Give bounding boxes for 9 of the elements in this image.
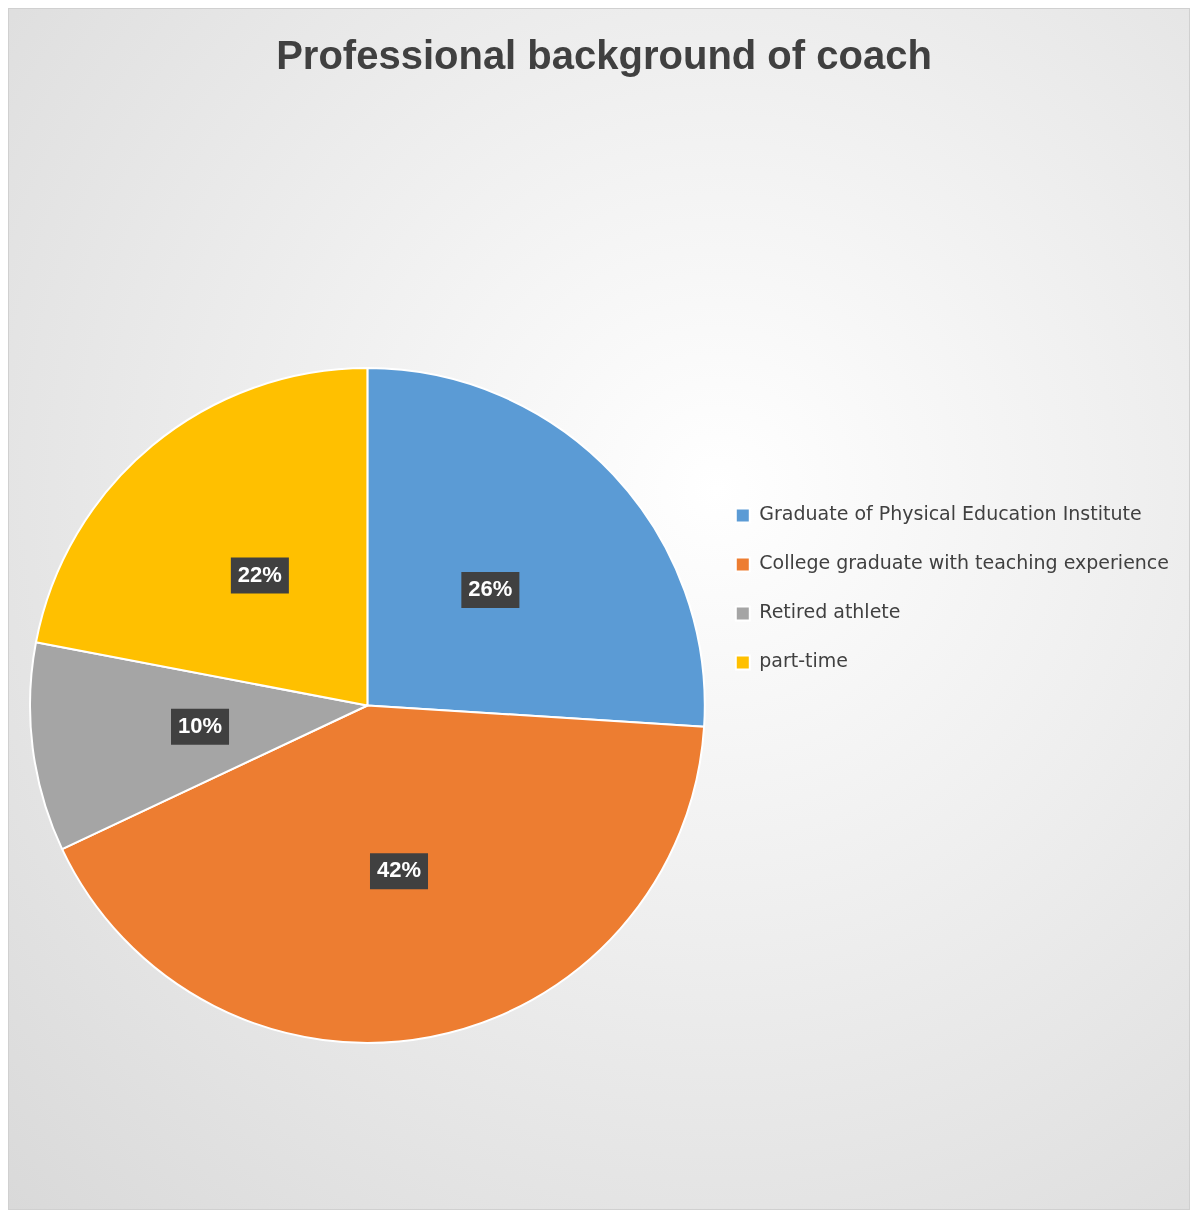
data-label: 26% [468, 576, 513, 602]
data-label: 42% [376, 857, 422, 883]
legend-label: part-time [759, 649, 849, 672]
legend-label: Graduate of Physical Education Institute [759, 502, 1142, 525]
data-label: 22% [237, 561, 282, 587]
chart-title: Professional background of coach [276, 33, 932, 78]
data-label: 10% [178, 712, 223, 738]
legend-label: College graduate with teaching experience [759, 551, 1169, 574]
legend-label: Retired athlete [759, 600, 901, 623]
